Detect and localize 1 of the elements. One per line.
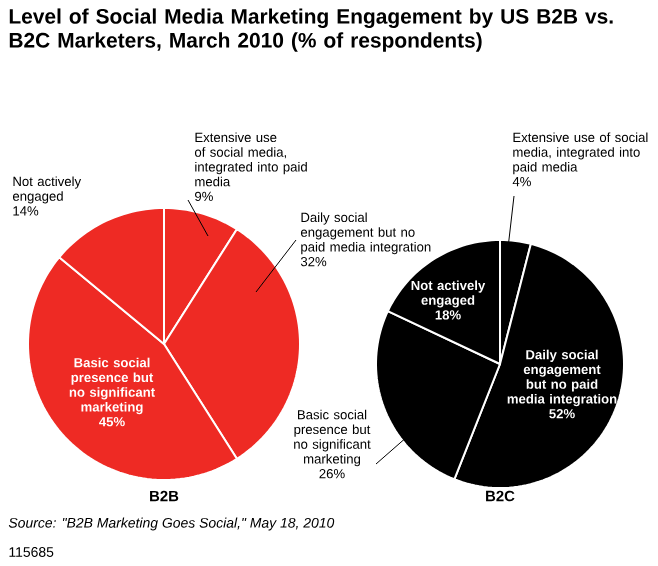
- chart-title: Level of Social Media Marketing Engagement by US B2B vs. B2C Marketers, March 2010 (% of respondents): [9, 8, 613, 52]
